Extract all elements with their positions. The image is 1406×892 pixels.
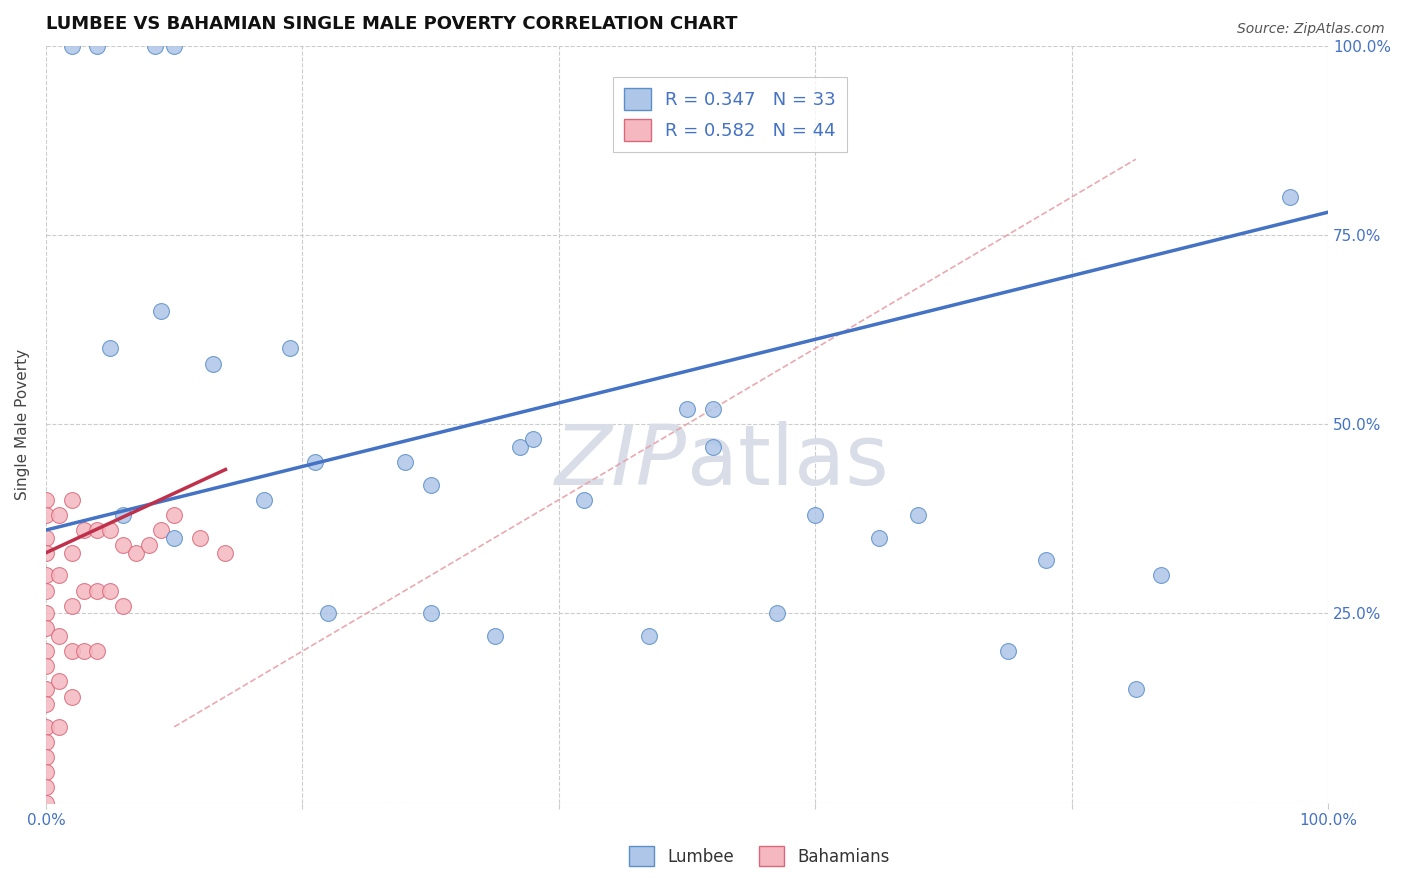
Point [1278, 190, 1301, 204]
Text: ZIP: ZIP [555, 421, 688, 502]
Point [1150, 568, 1173, 582]
Legend: R = 0.347   N = 33, R = 0.582   N = 44: R = 0.347 N = 33, R = 0.582 N = 44 [613, 78, 846, 153]
Point [163, 38, 186, 53]
Point [804, 508, 827, 522]
Point [48, 720, 70, 734]
Point [98, 523, 121, 537]
Point [35, 720, 58, 734]
Point [86, 38, 108, 53]
Point [111, 599, 134, 613]
Point [35, 681, 58, 696]
Text: Source: ZipAtlas.com: Source: ZipAtlas.com [1237, 22, 1385, 37]
Point [676, 401, 699, 416]
Point [35, 508, 58, 522]
Point [73, 644, 96, 658]
Point [35, 750, 58, 764]
Point [765, 607, 787, 621]
Point [419, 477, 441, 491]
Point [35, 607, 58, 621]
Point [86, 644, 108, 658]
Point [86, 583, 108, 598]
Point [73, 523, 96, 537]
Point [35, 492, 58, 507]
Point [702, 401, 724, 416]
Point [201, 357, 224, 371]
Point [35, 735, 58, 749]
Point [35, 644, 58, 658]
Point [35, 546, 58, 560]
Point [316, 607, 339, 621]
Point [188, 531, 211, 545]
Point [60, 546, 83, 560]
Point [253, 492, 276, 507]
Point [48, 508, 70, 522]
Point [60, 690, 83, 704]
Point [35, 796, 58, 810]
Point [48, 629, 70, 643]
Point [111, 508, 134, 522]
Text: atlas: atlas [688, 421, 889, 502]
Legend: Lumbee, Bahamians: Lumbee, Bahamians [623, 839, 896, 873]
Point [509, 440, 531, 454]
Point [98, 583, 121, 598]
Point [997, 644, 1019, 658]
Point [702, 440, 724, 454]
Point [60, 492, 83, 507]
Point [35, 622, 58, 636]
Point [86, 523, 108, 537]
Point [484, 629, 506, 643]
Point [1125, 681, 1147, 696]
Point [1035, 553, 1057, 567]
Point [35, 659, 58, 673]
Point [150, 523, 173, 537]
Point [163, 508, 186, 522]
Point [35, 765, 58, 780]
Point [48, 674, 70, 689]
Point [304, 455, 326, 469]
Point [35, 780, 58, 795]
Point [278, 342, 301, 356]
Point [138, 538, 160, 552]
Point [125, 546, 148, 560]
Point [907, 508, 929, 522]
Point [574, 492, 596, 507]
Point [419, 607, 441, 621]
Point [111, 538, 134, 552]
Point [522, 432, 544, 446]
Point [73, 583, 96, 598]
Point [48, 568, 70, 582]
Point [394, 455, 416, 469]
Point [868, 531, 890, 545]
Point [98, 342, 121, 356]
Point [637, 629, 659, 643]
Point [150, 303, 173, 318]
Point [60, 644, 83, 658]
Y-axis label: Single Male Poverty: Single Male Poverty [15, 349, 30, 500]
Point [143, 38, 166, 53]
Point [35, 583, 58, 598]
Point [163, 531, 186, 545]
Point [35, 531, 58, 545]
Point [35, 568, 58, 582]
Point [60, 599, 83, 613]
Point [214, 546, 236, 560]
Text: LUMBEE VS BAHAMIAN SINGLE MALE POVERTY CORRELATION CHART: LUMBEE VS BAHAMIAN SINGLE MALE POVERTY C… [46, 15, 738, 33]
Point [60, 38, 83, 53]
Point [35, 697, 58, 711]
